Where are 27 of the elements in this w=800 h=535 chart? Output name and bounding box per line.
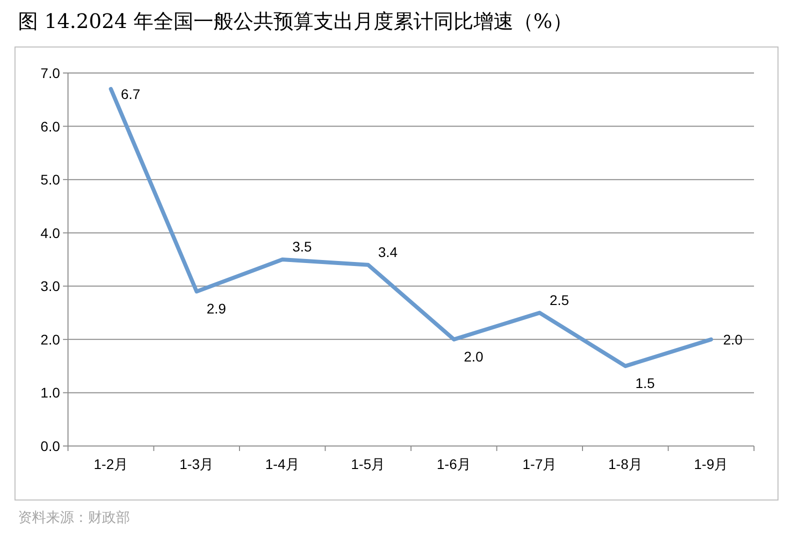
line-series (108, 86, 714, 368)
x-tick-label: 1-7月 (522, 456, 557, 472)
y-tick-label: 2.0 (40, 331, 60, 348)
y-tick-label: 1.0 (40, 384, 60, 401)
data-label: 1.5 (635, 375, 656, 392)
y-tick-label: 6.0 (40, 118, 60, 134)
chart-title: 图 14.2024 年全国一般公共预算支出月度累计同比增速（%） (18, 9, 572, 33)
x-tick-label: 1-4月 (265, 456, 300, 472)
x-tick-label: 1-9月 (694, 456, 728, 472)
y-tick-label: 7.0 (40, 65, 60, 81)
data-label: 2.0 (723, 331, 743, 348)
data-label: 3.5 (292, 238, 312, 254)
x-tick-label: 1-6月 (436, 456, 471, 472)
y-tick-label: 0.0 (40, 438, 60, 454)
data-label: 2.9 (206, 300, 226, 316)
x-tick-label: 1-5月 (351, 456, 386, 472)
x-tick-label: 1-3月 (180, 456, 214, 472)
x-tick-label: 1-2月 (94, 456, 128, 472)
data-label: 6.7 (120, 86, 141, 102)
y-tick-label: 5.0 (40, 172, 60, 188)
x-tick-label: 1-8月 (608, 456, 642, 472)
data-label: 2.5 (550, 292, 570, 308)
y-tick-label: 4.0 (40, 224, 60, 241)
text: 资料来源：财政部 (18, 509, 130, 525)
y-tick-label: 3.0 (40, 278, 60, 294)
data-label: 2.0 (464, 348, 484, 364)
data-label: 3.4 (378, 244, 398, 260)
